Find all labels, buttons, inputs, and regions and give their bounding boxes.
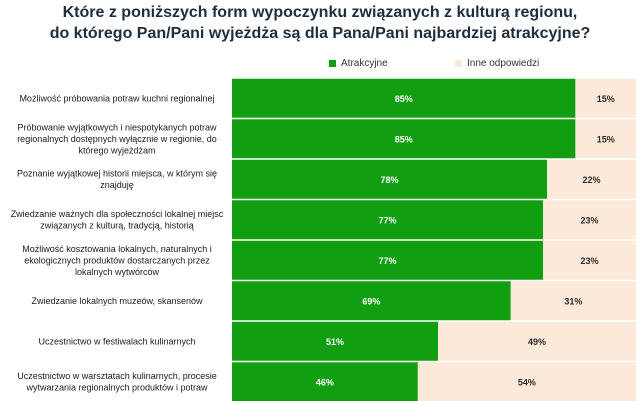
data-label-inne: 23% — [581, 215, 599, 225]
data-label-inne: 54% — [518, 377, 536, 387]
bar-inne — [543, 240, 636, 280]
bar-inne — [510, 281, 636, 321]
category-label: Uczestnictwo w warsztatach kulinarnych, … — [17, 371, 217, 393]
category-label-line: ekologicznych produktów dostarczanych pr… — [24, 255, 210, 265]
category-label-line: Możliwość kosztowania lokalnych, natural… — [22, 244, 212, 254]
bar-atrakcyjne — [232, 321, 439, 361]
bar-inne — [543, 200, 636, 240]
bar-atrakcyjne — [232, 159, 548, 199]
bar-atrakcyjne — [232, 362, 418, 401]
data-label-inne: 15% — [597, 134, 615, 144]
legend-item-inne: Inne odpowiedzi — [455, 58, 539, 69]
data-label-inne: 15% — [597, 94, 615, 104]
bar-atrakcyjne — [232, 240, 544, 280]
bar-inne — [575, 78, 636, 118]
category-label-line: Próbowanie wyjątkowych i niespotykanych … — [17, 122, 217, 132]
data-label-atrakcyjne: 77% — [379, 215, 397, 225]
data-label-atrakcyjne: 51% — [326, 337, 344, 347]
category-label-line: którego wyjeżdżam — [78, 145, 155, 155]
data-label-inne: 49% — [528, 337, 546, 347]
category-label: Możliwość kosztowania lokalnych, natural… — [22, 244, 212, 277]
bar-atrakcyjne — [232, 281, 511, 321]
bar-inne — [417, 362, 636, 401]
data-label-atrakcyjne: 46% — [316, 377, 334, 387]
category-label-line: lokalnych wytwórców — [75, 267, 160, 277]
legend-label-inne: Inne odpowiedzi — [467, 58, 540, 69]
data-label-atrakcyjne: 78% — [381, 175, 399, 185]
category-label-line: Możliwość próbowania potraw kuchni regio… — [19, 93, 214, 103]
category-label: Próbowanie wyjątkowych i niespotykanych … — [17, 122, 217, 155]
chart-title-line-2: do którego Pan/Pani wyjeżdża są dla Pana… — [49, 25, 591, 42]
chart-title-line-1: Które z poniższych form wypoczynku związ… — [62, 4, 578, 21]
category-label-line: Zwiedzanie lokalnych muzeów, skansenów — [31, 296, 203, 306]
data-label-atrakcyjne: 69% — [362, 296, 380, 306]
data-label-inne: 22% — [583, 175, 601, 185]
category-label-line: Poznanie wyjątkowej historii miejsca, w … — [17, 169, 217, 179]
category-label: Zwiedzanie ważnych dla społeczności loka… — [11, 209, 224, 231]
category-label-line: Zwiedzanie ważnych dla społeczności loka… — [11, 209, 224, 219]
chart-title: Które z poniższych form wypoczynku związ… — [0, 2, 640, 44]
category-label-line: znajduję — [100, 180, 134, 190]
legend: Atrakcyjne Inne odpowiedzi — [0, 58, 640, 72]
legend-swatch-atrakcyjne — [329, 60, 336, 67]
category-label: Możliwość próbowania potraw kuchni regio… — [19, 93, 214, 103]
legend-label-atrakcyjne: Atrakcyjne — [341, 58, 388, 69]
data-label-inne: 31% — [564, 296, 582, 306]
legend-swatch-inne — [455, 60, 462, 67]
bar-inne — [547, 159, 636, 199]
data-label-atrakcyjne: 77% — [379, 256, 397, 266]
category-label-line: związanych z kulturą, tradycją, historią — [40, 221, 194, 231]
bar-inne — [438, 321, 636, 361]
data-label-inne: 23% — [581, 256, 599, 266]
bar-atrakcyjne — [232, 119, 576, 159]
category-label-line: Uczestnictwo w festiwalach kulinarnych — [38, 336, 195, 346]
bar-atrakcyjne — [232, 78, 576, 118]
bar-atrakcyjne — [232, 200, 544, 240]
category-label-line: Uczestnictwo w warsztatach kulinarnych, … — [17, 371, 217, 381]
category-label: Uczestnictwo w festiwalach kulinarnych — [38, 336, 195, 346]
data-label-atrakcyjne: 85% — [395, 94, 413, 104]
legend-item-atrakcyjne: Atrakcyjne — [329, 58, 388, 69]
category-label-line: regionalnych dostępnych wyłącznie w regi… — [17, 134, 217, 144]
category-label: Zwiedzanie lokalnych muzeów, skansenów — [31, 296, 203, 306]
bar-inne — [575, 119, 636, 159]
category-label: Poznanie wyjątkowej historii miejsca, w … — [17, 169, 217, 191]
data-label-atrakcyjne: 85% — [395, 134, 413, 144]
category-label-line: wytwarzania regionalnych produktów i pot… — [25, 383, 208, 393]
